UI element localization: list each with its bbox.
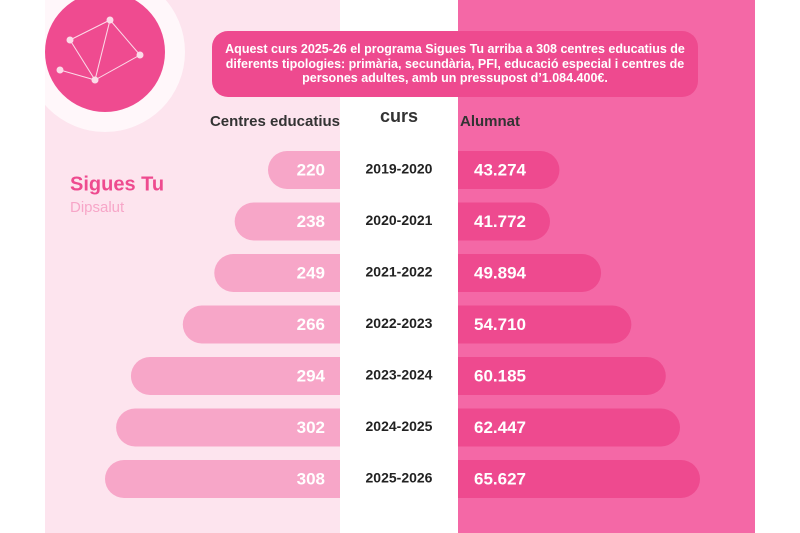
category-label: 2020-2021 (366, 212, 433, 228)
bar-left (105, 460, 340, 498)
legend-right: Alumnat (460, 113, 520, 130)
value-label: 302 (297, 418, 325, 437)
legend-left: Centres educatius (210, 113, 340, 130)
bar-right (458, 357, 666, 395)
value-label: 60.185 (474, 366, 526, 385)
category-label: 2025-2026 (366, 470, 433, 486)
category-label: 2022-2023 (366, 315, 433, 331)
value-label: 220 (297, 160, 325, 179)
bar-left (116, 408, 340, 447)
bar-right (458, 254, 602, 292)
value-label: 294 (297, 366, 326, 385)
value-label: 62.447 (474, 418, 526, 437)
brand-sub: Dipsalut (70, 199, 125, 216)
brand: Sigues Tu (70, 173, 164, 195)
value-label: 54.710 (474, 315, 526, 334)
value-label: 43.274 (474, 160, 527, 179)
bar-left (214, 254, 340, 292)
value-label: 249 (297, 263, 325, 282)
value-label: 49.894 (474, 263, 527, 282)
category-label: 2024-2025 (366, 418, 433, 434)
value-label: 238 (297, 212, 325, 231)
bar-left (130, 357, 340, 395)
value-label: 65.627 (474, 469, 526, 488)
category-label: 2019-2020 (366, 161, 433, 177)
category-label: 2021-2022 (366, 264, 433, 280)
bar-left (268, 151, 340, 189)
logo (45, 0, 165, 112)
value-label: 266 (297, 315, 325, 334)
value-label: 41.772 (474, 212, 526, 231)
bar-right (458, 202, 550, 241)
category-label: 2023-2024 (366, 367, 433, 383)
category-axis-label: curs (380, 106, 418, 126)
value-label: 308 (297, 469, 325, 488)
bar-right (458, 305, 632, 344)
intro-text: Aquest curs 2025-26 el programa Sigues T… (212, 31, 698, 97)
bar-left (234, 202, 340, 241)
bar-right (458, 151, 560, 189)
bar-right (458, 408, 681, 447)
bar-right (458, 460, 700, 498)
logo-network (56, 16, 144, 84)
bar-left (182, 305, 340, 344)
